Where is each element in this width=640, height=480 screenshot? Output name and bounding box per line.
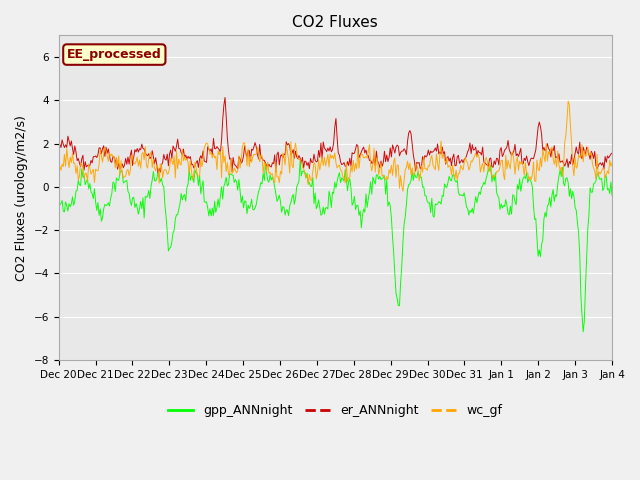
Text: EE_processed: EE_processed [67, 48, 162, 61]
Y-axis label: CO2 Fluxes (urology/m2/s): CO2 Fluxes (urology/m2/s) [15, 115, 28, 281]
Title: CO2 Fluxes: CO2 Fluxes [292, 15, 378, 30]
Legend: gpp_ANNnight, er_ANNnight, wc_gf: gpp_ANNnight, er_ANNnight, wc_gf [163, 399, 508, 422]
